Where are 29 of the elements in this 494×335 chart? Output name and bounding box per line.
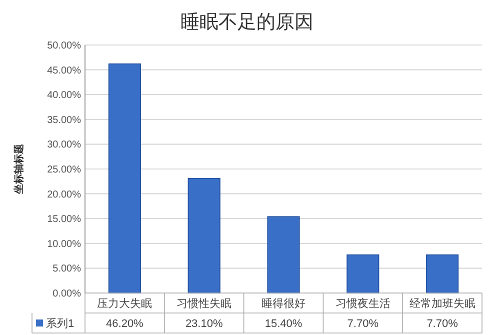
x-tick-label: 习惯性失眠 [176, 296, 232, 310]
x-tick-label: 睡得很好 [262, 296, 306, 310]
y-tick-label: 30.00% [47, 140, 82, 151]
bar [346, 254, 380, 294]
y-tick-label: 20.00% [47, 189, 82, 200]
bar [426, 254, 459, 294]
y-tick-label: 50.00% [47, 40, 82, 52]
y-tick-label: 35.00% [47, 114, 82, 126]
data-label: 46.20% [106, 318, 144, 330]
y-tick-label: 0.00% [52, 288, 82, 300]
bar [267, 216, 300, 294]
y-tick-label: 40.00% [47, 90, 82, 102]
y-tick-label: 15.00% [47, 214, 82, 226]
y-tick-label: 45.00% [47, 65, 82, 76]
y-axis-title: 坐标轴标题 [13, 144, 25, 195]
x-tick-label: 经常加班失眠 [409, 296, 476, 310]
data-label: 15.40% [264, 318, 302, 330]
data-label: 7.70% [426, 318, 458, 330]
data-label: 7.70% [347, 318, 379, 330]
y-tick-label: 25.00% [47, 164, 82, 176]
y-tick-label: 10.00% [47, 238, 82, 250]
x-tick-label: 习惯夜生活 [335, 296, 390, 310]
bar [108, 63, 141, 294]
x-tick-label: 压力大失眠 [97, 296, 152, 310]
data-label: 23.10% [185, 318, 223, 330]
y-tick-label: 5.00% [52, 264, 82, 275]
legend-label: 系列1 [46, 316, 74, 330]
bar [188, 178, 220, 294]
chart-title: 睡眠不足的原因 [180, 11, 314, 33]
